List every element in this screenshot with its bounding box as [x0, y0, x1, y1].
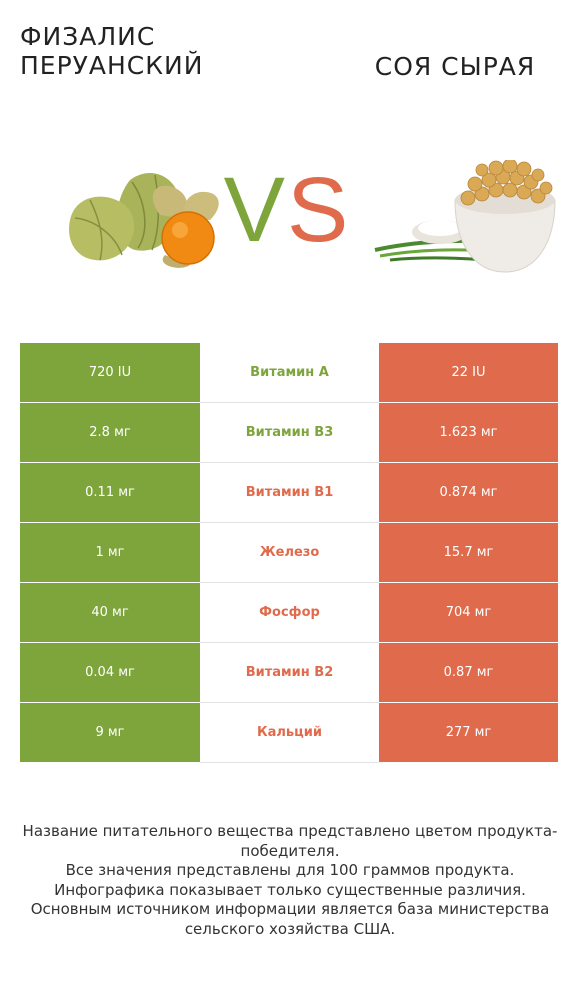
right-value: 704 мг [379, 582, 558, 643]
table-row: 720 IU Витамин A 22 IU [20, 343, 558, 403]
versus-s: S [287, 159, 351, 261]
table-row: 9 мг Кальций 277 мг [20, 702, 558, 763]
table-row: 1 мг Железо 15.7 мг [20, 522, 558, 583]
versus-v: V [223, 159, 287, 261]
nutrient-name: Кальций [200, 702, 379, 763]
nutrient-name: Витамин B2 [200, 642, 379, 703]
left-value: 40 мг [20, 582, 200, 643]
table-row: 0.11 мг Витамин B1 0.874 мг [20, 462, 558, 523]
right-value: 277 мг [379, 702, 558, 763]
left-value: 9 мг [20, 702, 200, 763]
right-value: 0.874 мг [379, 462, 558, 523]
versus-label: VS [222, 164, 352, 256]
footer-line-2: Все значения представлены для 100 граммо… [65, 861, 515, 879]
footer-line-3: Инфографика показывает только существенн… [54, 880, 526, 899]
footer-line-1: Название питательного вещества представл… [22, 822, 558, 860]
left-value: 720 IU [20, 343, 200, 403]
table-row: 0.04 мг Витамин B2 0.87 мг [20, 642, 558, 703]
right-value: 1.623 мг [379, 402, 558, 463]
table-row: 40 мг Фосфор 704 мг [20, 582, 558, 643]
soybeans-bowl-image [374, 160, 556, 273]
nutrient-name: Железо [200, 522, 379, 583]
footer-notes: Название питательного вещества представл… [20, 822, 560, 939]
right-product-title: Соя сырая [374, 52, 536, 81]
left-value: 0.04 мг [20, 642, 200, 703]
table-row: 2.8 мг Витамин B3 1.623 мг [20, 402, 558, 463]
left-value: 0.11 мг [20, 462, 200, 523]
comparison-table: 720 IU Витамин A 22 IU 2.8 мг Витамин B3 1.62… [20, 343, 558, 763]
left-value: 1 мг [20, 522, 200, 583]
nutrient-name: Витамин B3 [200, 402, 379, 463]
left-value: 2.8 мг [20, 402, 200, 463]
right-value: 22 IU [379, 343, 558, 403]
footer-line-4: Основным источником информации является … [30, 900, 550, 938]
right-value: 15.7 мг [379, 522, 558, 583]
nutrient-name: Фосфор [200, 582, 379, 643]
physalis-fruit-image [69, 172, 219, 268]
left-product-title: Физалис перуанский [20, 22, 204, 80]
nutrient-name: Витамин A [200, 343, 379, 403]
nutrient-name: Витамин B1 [200, 462, 379, 523]
right-value: 0.87 мг [379, 642, 558, 703]
